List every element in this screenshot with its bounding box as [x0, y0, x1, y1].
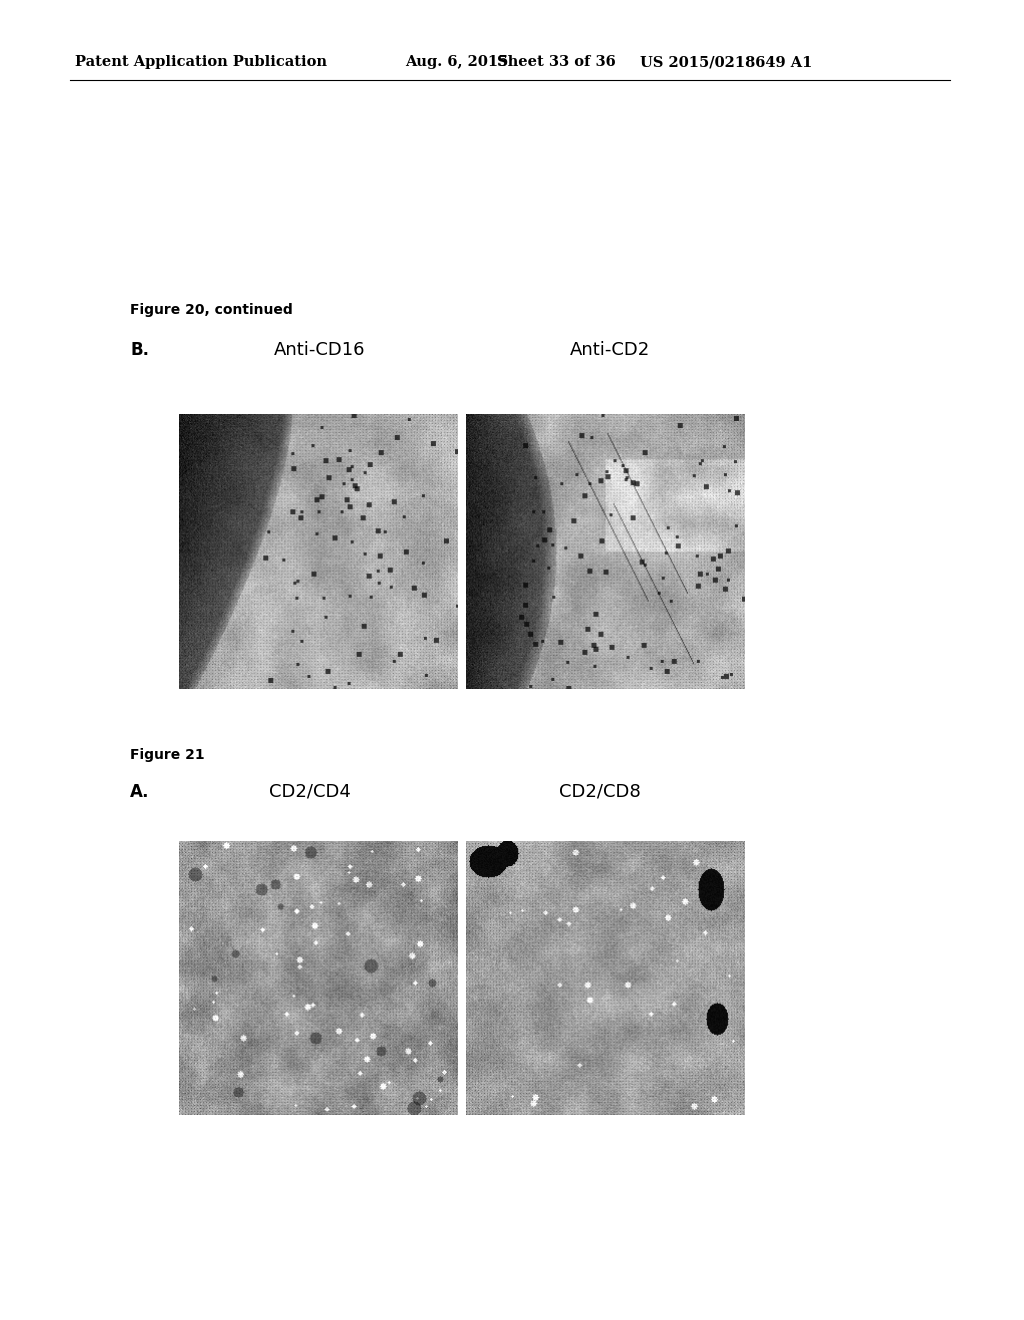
Text: CD2/CD4: CD2/CD4 [269, 783, 351, 801]
Text: Sheet 33 of 36: Sheet 33 of 36 [497, 55, 615, 69]
Text: Figure 20, continued: Figure 20, continued [130, 304, 293, 317]
Text: Aug. 6, 2015: Aug. 6, 2015 [406, 55, 508, 69]
Text: Patent Application Publication: Patent Application Publication [75, 55, 327, 69]
Text: B.: B. [130, 341, 150, 359]
Text: Figure 21: Figure 21 [130, 748, 205, 762]
Text: A.: A. [130, 783, 150, 801]
Text: Anti-CD16: Anti-CD16 [274, 341, 366, 359]
Text: Anti-CD2: Anti-CD2 [570, 341, 650, 359]
Text: CD2/CD8: CD2/CD8 [559, 783, 641, 801]
Text: US 2015/0218649 A1: US 2015/0218649 A1 [640, 55, 812, 69]
